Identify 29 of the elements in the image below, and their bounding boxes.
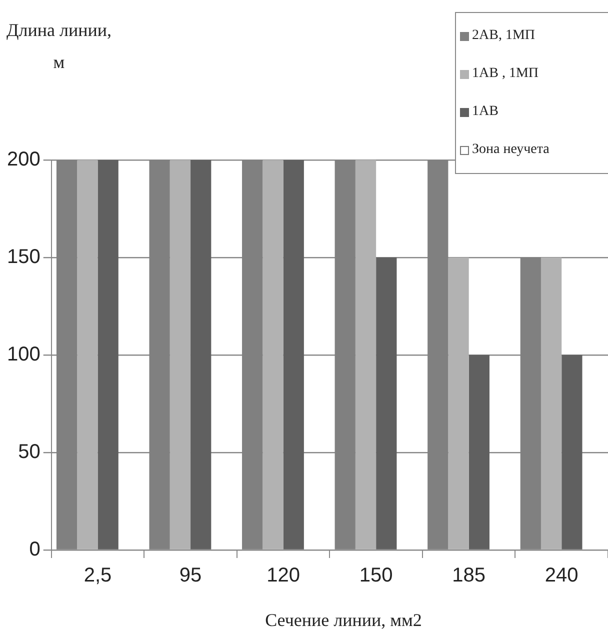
x-tick-label: 240: [544, 564, 578, 587]
x-tick-label: 120: [266, 564, 300, 587]
bar: [540, 258, 562, 550]
x-tick-label: 150: [359, 564, 393, 587]
bar: [448, 258, 469, 550]
bar: [190, 160, 212, 550]
legend-label: 1АВ , 1МП: [472, 66, 539, 82]
bar: [98, 160, 118, 550]
bar: [562, 355, 582, 550]
bar: [376, 258, 397, 550]
y-tick-label: 100: [6, 344, 40, 366]
bar: [262, 160, 284, 550]
legend-label: Зона неучета: [472, 142, 550, 158]
legend-label: 1АВ: [472, 104, 498, 120]
y-tick-label: 150: [6, 246, 40, 268]
x-axis-title: Сечение линии, мм2: [264, 610, 423, 631]
y-axis-title: Длина линии, м: [5, 19, 113, 74]
y-tick-label: 50: [18, 441, 40, 464]
y-tick-label: 200: [6, 148, 40, 171]
bar: [170, 160, 191, 550]
x-tick-label: 185: [452, 564, 486, 587]
bar: [468, 355, 490, 550]
y-tick-label: 0: [29, 538, 40, 561]
x-tick-label: 95: [179, 564, 202, 587]
bar: [355, 160, 376, 550]
bar: [283, 160, 304, 550]
legend-label: 2АВ, 1МП: [472, 28, 536, 44]
bar: [77, 160, 98, 550]
x-tick-label: 2,5: [84, 564, 112, 587]
